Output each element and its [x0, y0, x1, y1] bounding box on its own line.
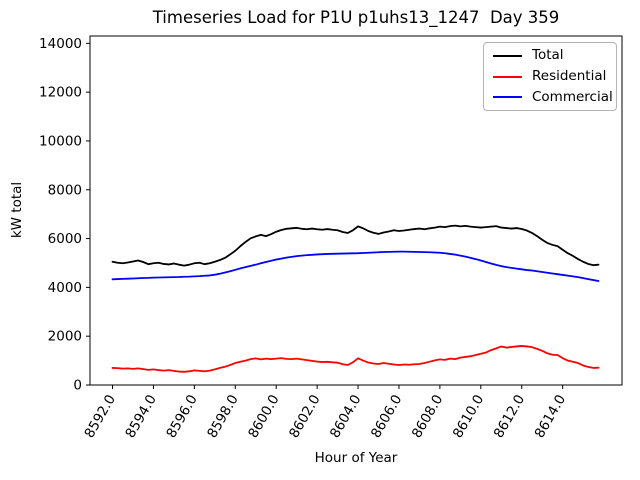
legend-entry-residential: Residential: [493, 67, 607, 84]
series-line-residential: [111, 345, 600, 373]
y-tick-label: 14000: [39, 36, 82, 52]
legend-line-swatch: [493, 75, 522, 78]
y-axis-label: kW total: [9, 181, 25, 239]
x-tick-label: 8602.0: [286, 392, 323, 441]
legend-line-swatch: [493, 54, 522, 57]
x-tick-label: 8606.0: [368, 392, 405, 441]
legend-line-swatch: [493, 96, 522, 99]
y-tick-label: 2000: [48, 329, 82, 345]
legend: Total Residential Commercial: [483, 42, 617, 111]
x-tick-label: 8608.0: [409, 392, 446, 441]
x-axis-label: Hour of Year: [314, 450, 398, 466]
series-line-commercial: [111, 250, 600, 282]
y-tick-label: 0: [73, 378, 82, 394]
y-tick-label: 4000: [48, 280, 82, 296]
chart-title: Timeseries Load for P1U p1uhs13_1247 Day…: [152, 8, 560, 27]
legend-label: Residential: [532, 67, 607, 84]
x-tick-label: 8612.0: [491, 392, 528, 441]
legend-entry-commercial: Commercial: [493, 90, 613, 105]
y-tick-label: 8000: [48, 182, 82, 198]
y-tick-label: 6000: [48, 231, 82, 247]
axes-frame: [89, 35, 623, 386]
x-tick-label: 8614.0: [532, 392, 569, 441]
legend-label: Commercial: [532, 88, 613, 105]
x-tick-label: 8598.0: [204, 392, 241, 441]
x-tick-label: 8600.0: [245, 392, 282, 441]
legend-entry-total: Total: [493, 47, 607, 63]
x-tick-label: 8604.0: [327, 392, 364, 441]
x-tick-label: 8594.0: [122, 392, 159, 441]
y-tick-label: 10000: [39, 133, 82, 149]
x-tick-label: 8592.0: [81, 392, 118, 441]
y-tick-label: 12000: [39, 85, 82, 101]
legend-label: Total: [532, 47, 564, 63]
series-line-total: [111, 224, 600, 267]
x-tick-label: 8610.0: [450, 392, 487, 441]
x-tick-label: 8596.0: [163, 392, 200, 441]
